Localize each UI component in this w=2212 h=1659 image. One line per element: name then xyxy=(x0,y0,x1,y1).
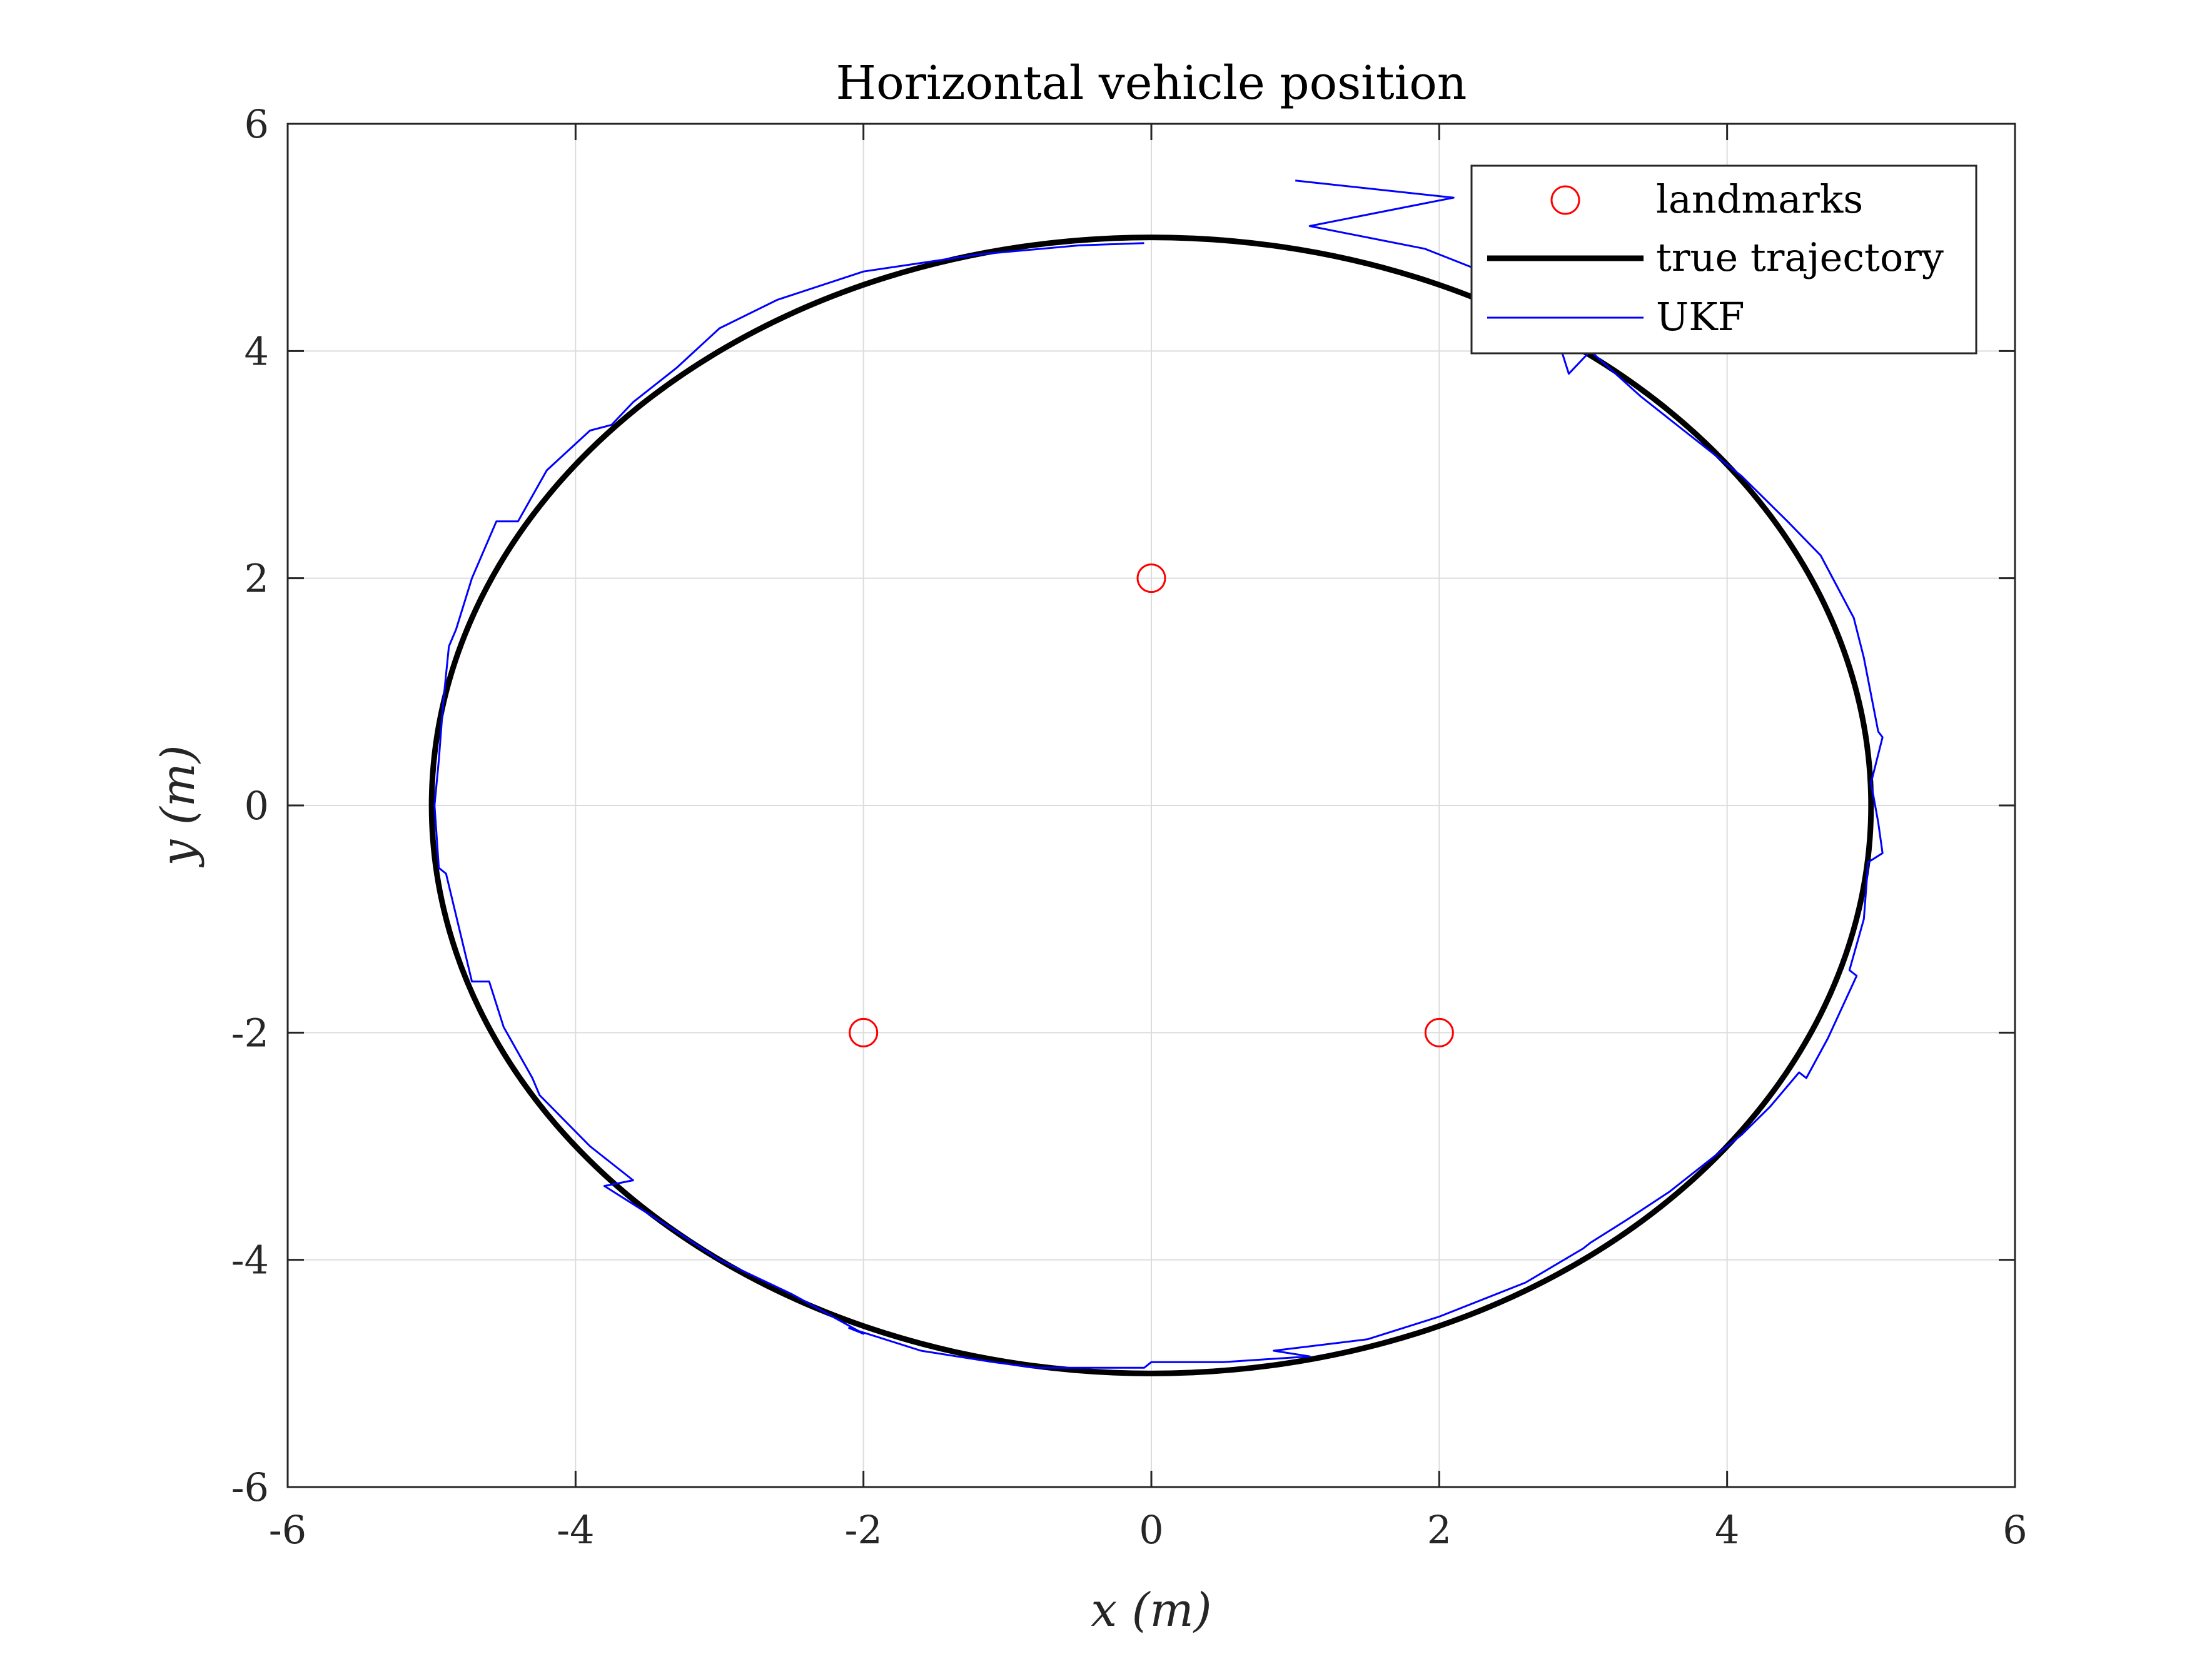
legend-label-landmarks: landmarks xyxy=(1656,176,1863,222)
landmark-point xyxy=(849,1017,879,1047)
chart-title: Horizontal vehicle position xyxy=(836,56,1467,110)
legend-label-true-trajectory: true trajectory xyxy=(1656,234,1944,280)
y-tick-label: -6 xyxy=(231,1465,269,1510)
y-tick-label: 4 xyxy=(245,328,269,374)
series-layer xyxy=(428,179,1884,1376)
y-tick-label: -2 xyxy=(231,1010,269,1056)
y-tick-label: 6 xyxy=(245,101,269,147)
y-tick-label: -4 xyxy=(231,1238,269,1283)
true-trajectory-line xyxy=(428,234,1874,1376)
y-tick-label: 2 xyxy=(245,556,269,602)
ukf-line xyxy=(433,179,1884,1369)
legend-marker-landmarks xyxy=(1550,185,1580,215)
x-tick-label: -2 xyxy=(844,1507,882,1553)
x-tick-label: 0 xyxy=(1139,1507,1163,1553)
x-axis-label: x (m) xyxy=(1091,1583,1211,1637)
landmark-point xyxy=(1424,1017,1454,1047)
x-tick-label: 6 xyxy=(2002,1507,2027,1553)
x-tick-label: 2 xyxy=(1427,1507,1452,1553)
y-tick-label: 0 xyxy=(245,783,269,829)
ticks: -6 -4 -2 0 2 4 6 -6 -4 -2 0 2 4 6 xyxy=(231,101,2028,1553)
x-tick-label: -4 xyxy=(557,1507,594,1553)
y-axis-label: y (m) xyxy=(151,745,205,867)
landmark-point xyxy=(1136,563,1166,593)
legend-label-ukf: UKF xyxy=(1656,294,1745,340)
legend: landmarks true trajectory UKF xyxy=(1470,164,1977,355)
x-tick-label: 4 xyxy=(1715,1507,1739,1553)
x-tick-label: -6 xyxy=(269,1507,306,1553)
